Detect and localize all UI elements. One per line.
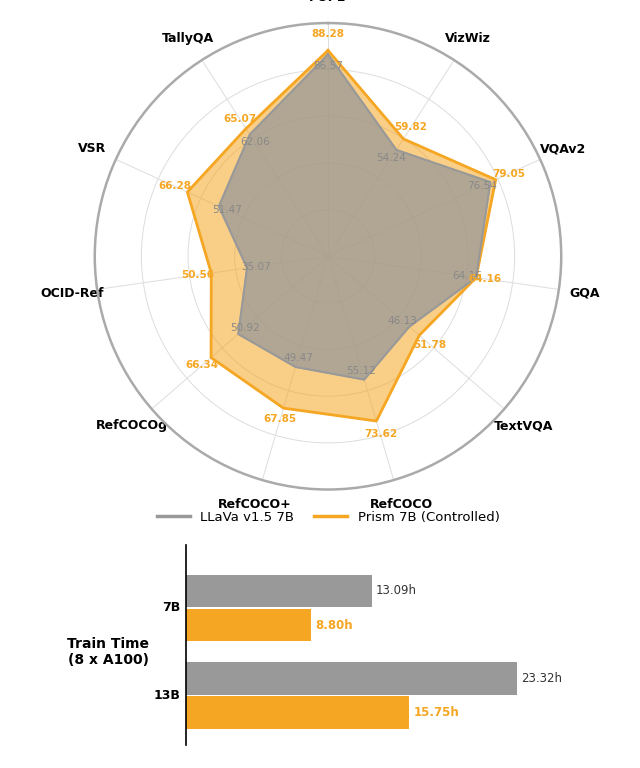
Text: 59.82: 59.82 <box>394 122 428 132</box>
Legend: LLaVa v1.5 7B, Prism 7B (Controlled): LLaVa v1.5 7B, Prism 7B (Controlled) <box>151 505 505 529</box>
Text: 76.54: 76.54 <box>467 181 497 191</box>
Text: 7B: 7B <box>163 601 180 614</box>
Text: 64.16: 64.16 <box>452 271 482 281</box>
Text: 15.75h: 15.75h <box>413 706 460 719</box>
Text: 67.85: 67.85 <box>264 414 297 424</box>
Text: 49.47: 49.47 <box>283 353 313 363</box>
Bar <box>186 574 372 607</box>
Text: 66.28: 66.28 <box>158 181 191 191</box>
Text: 50.92: 50.92 <box>230 323 260 333</box>
Text: 54.24: 54.24 <box>376 153 406 163</box>
Text: 8.80h: 8.80h <box>316 618 353 631</box>
Text: 46.13: 46.13 <box>387 316 417 326</box>
Text: 13B: 13B <box>154 689 180 702</box>
Text: 73.62: 73.62 <box>364 429 397 439</box>
Text: 51.47: 51.47 <box>212 205 242 215</box>
Text: 86.57: 86.57 <box>313 61 343 71</box>
Text: 88.28: 88.28 <box>312 29 344 39</box>
Text: 23.32h: 23.32h <box>521 672 562 685</box>
Text: 65.07: 65.07 <box>223 114 256 124</box>
Text: 51.78: 51.78 <box>413 339 447 349</box>
Text: 13.09h: 13.09h <box>376 584 417 598</box>
Bar <box>186 697 410 729</box>
Text: 79.05: 79.05 <box>492 169 525 179</box>
Text: Train Time
(8 x A100): Train Time (8 x A100) <box>67 637 149 667</box>
Text: 62.06: 62.06 <box>240 137 269 147</box>
Text: 66.34: 66.34 <box>186 360 219 370</box>
Bar <box>186 609 311 641</box>
Text: 50.56: 50.56 <box>181 270 214 280</box>
Polygon shape <box>219 55 490 379</box>
Polygon shape <box>188 51 496 421</box>
Bar <box>186 662 516 694</box>
Text: 64.16: 64.16 <box>468 274 502 284</box>
Text: 55.12: 55.12 <box>347 366 376 376</box>
Text: 35.07: 35.07 <box>241 262 271 272</box>
